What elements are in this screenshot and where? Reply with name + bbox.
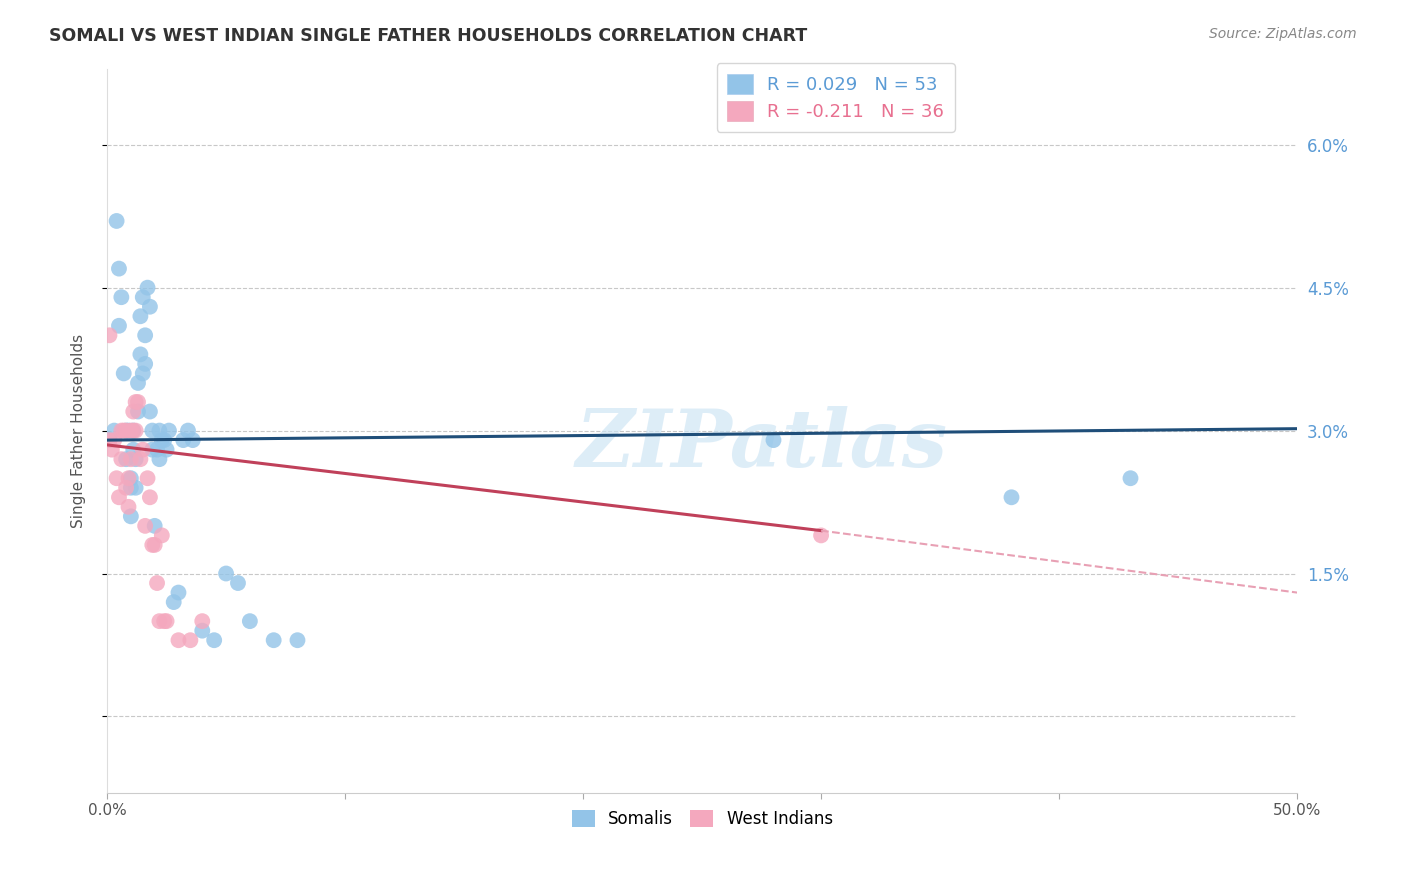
Point: [108, 261, 131, 276]
Point: [148, 614, 170, 628]
Point: [172, 433, 194, 447]
Point: [139, 300, 162, 314]
Point: [141, 442, 163, 457]
Point: [120, 424, 142, 438]
Point: [117, 471, 139, 485]
Point: [132, 367, 155, 381]
Point: [117, 500, 139, 514]
Point: [115, 481, 138, 495]
Point: [101, 442, 124, 457]
Point: [139, 490, 162, 504]
Point: [148, 424, 170, 438]
Point: [127, 376, 149, 390]
Point: [155, 614, 177, 628]
Point: [108, 318, 131, 333]
Point: [122, 404, 145, 418]
Point: [127, 395, 149, 409]
Point: [110, 290, 132, 304]
Point: [134, 328, 156, 343]
Y-axis label: Single Father Households: Single Father Households: [72, 334, 86, 528]
Point: [153, 433, 176, 447]
Point: [105, 214, 128, 228]
Point: [112, 367, 135, 381]
Point: [124, 481, 146, 495]
Point: [127, 404, 149, 418]
Point: [115, 424, 138, 438]
Point: [134, 519, 156, 533]
Point: [155, 442, 177, 457]
Point: [157, 424, 180, 438]
Point: [129, 310, 152, 324]
Point: [263, 633, 285, 648]
Point: [181, 433, 204, 447]
Point: [103, 424, 125, 438]
Point: [136, 471, 159, 485]
Point: [143, 538, 166, 552]
Point: [191, 614, 214, 628]
Point: [287, 633, 309, 648]
Point: [124, 395, 146, 409]
Point: [124, 452, 146, 467]
Point: [215, 566, 238, 581]
Point: [120, 481, 142, 495]
Point: [177, 424, 200, 438]
Point: [179, 633, 201, 648]
Point: [110, 452, 132, 467]
Point: [115, 424, 138, 438]
Point: [98, 328, 121, 343]
Point: [115, 452, 138, 467]
Point: [134, 357, 156, 371]
Text: ZIPatlas: ZIPatlas: [575, 407, 948, 483]
Point: [762, 433, 785, 447]
Point: [150, 433, 173, 447]
Point: [146, 576, 169, 591]
Point: [132, 290, 155, 304]
Point: [1000, 490, 1022, 504]
Point: [143, 519, 166, 533]
Point: [226, 576, 249, 591]
Text: SOMALI VS WEST INDIAN SINGLE FATHER HOUSEHOLDS CORRELATION CHART: SOMALI VS WEST INDIAN SINGLE FATHER HOUS…: [49, 27, 807, 45]
Point: [132, 442, 155, 457]
Point: [141, 424, 163, 438]
Point: [120, 509, 142, 524]
Point: [141, 538, 163, 552]
Point: [129, 347, 152, 361]
Text: Source: ZipAtlas.com: Source: ZipAtlas.com: [1209, 27, 1357, 41]
Point: [139, 404, 162, 418]
Point: [1119, 471, 1142, 485]
Point: [202, 633, 225, 648]
Point: [105, 471, 128, 485]
Point: [810, 528, 832, 542]
Point: [129, 452, 152, 467]
Point: [150, 528, 173, 542]
Point: [117, 424, 139, 438]
Point: [167, 585, 190, 599]
Point: [239, 614, 262, 628]
Point: [98, 433, 121, 447]
Point: [120, 452, 142, 467]
Point: [136, 280, 159, 294]
Point: [122, 424, 145, 438]
Point: [191, 624, 214, 638]
Point: [108, 490, 131, 504]
Point: [103, 433, 125, 447]
Point: [163, 595, 186, 609]
Point: [124, 424, 146, 438]
Point: [122, 442, 145, 457]
Point: [167, 633, 190, 648]
Point: [146, 442, 169, 457]
Point: [148, 452, 170, 467]
Point: [122, 424, 145, 438]
Point: [112, 424, 135, 438]
Point: [153, 614, 176, 628]
Point: [120, 471, 142, 485]
Legend: Somalis, West Indians: Somalis, West Indians: [565, 804, 839, 835]
Point: [110, 424, 132, 438]
Point: [98, 433, 121, 447]
